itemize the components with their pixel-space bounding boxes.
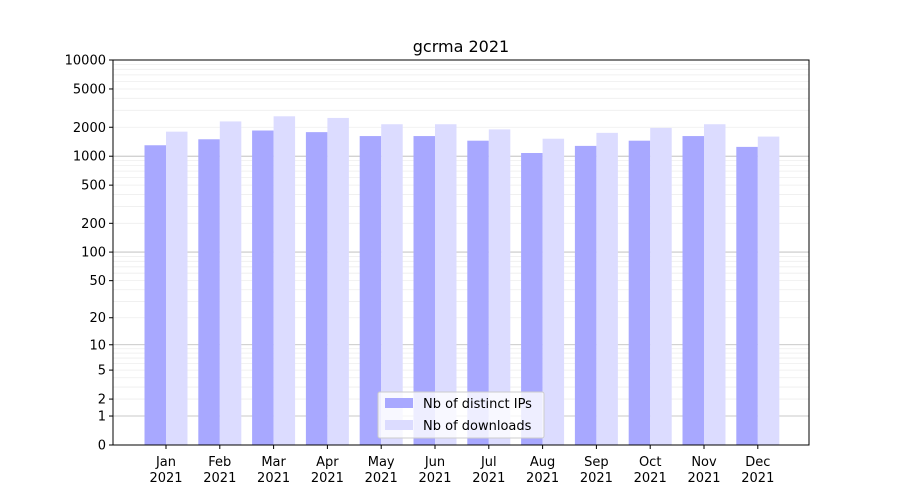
bar-distinct-ips [305, 132, 328, 445]
y-tick-label: 5000 [73, 82, 106, 97]
x-tick-label-year: 2021 [418, 471, 451, 486]
y-tick-label: 500 [81, 179, 106, 194]
x-tick-label-year: 2021 [741, 471, 774, 486]
chart-title: gcrma 2021 [413, 37, 509, 56]
y-tick-label: 10 [89, 338, 106, 353]
bar-downloads [488, 129, 511, 445]
x-tick-label-month: Jun [424, 455, 445, 470]
x-tick-label-year: 2021 [634, 471, 667, 486]
bar-distinct-ips [574, 145, 597, 445]
bar-distinct-ips [467, 140, 489, 445]
x-tick-label-month: Oct [639, 455, 661, 470]
legend: Nb of distinct IPs Nb of downloads [377, 391, 545, 439]
bar-distinct-ips [628, 140, 651, 445]
y-tick-label: 10000 [65, 54, 106, 69]
bars [144, 116, 780, 446]
y-tick-label: 0 [98, 439, 106, 454]
bar-distinct-ips [144, 145, 166, 445]
x-tick-label-year: 2021 [580, 471, 613, 486]
x-tick-label-month: Jan [155, 455, 176, 470]
x-tick-label-year: 2021 [203, 471, 236, 486]
x-tick-label-year: 2021 [472, 471, 505, 486]
bar-downloads [596, 132, 618, 445]
x-tick-label-year: 2021 [149, 471, 182, 486]
bar-distinct-ips [413, 136, 435, 445]
bar-downloads [435, 124, 457, 445]
bar-distinct-ips [521, 152, 543, 446]
bar-downloads [757, 136, 780, 445]
y-tick-label: 1000 [73, 150, 106, 165]
bar-distinct-ips [252, 130, 274, 445]
legend-label-downloads: Nb of downloads [423, 419, 532, 434]
x-tick-label-year: 2021 [526, 471, 559, 486]
x-tick-label-month: Aug [530, 455, 555, 470]
x-tick-label-month: Jul [480, 455, 497, 470]
bar-distinct-ips [682, 136, 704, 445]
bar-downloads [219, 121, 242, 445]
y-tick-label: 50 [89, 274, 106, 289]
x-tick-label-month: May [368, 455, 395, 470]
y-tick-label: 200 [81, 217, 106, 232]
legend-swatch-distinct-ips [385, 398, 413, 408]
x-tick-label-month: Apr [316, 455, 339, 470]
y-tick-label: 2 [98, 393, 106, 408]
x-tick-label-year: 2021 [311, 471, 344, 486]
y-tick-label: 100 [81, 246, 106, 261]
bar-distinct-ips [736, 146, 758, 446]
axes: 012510205010020050010002000500010000Jan2… [65, 54, 810, 486]
legend-box [377, 391, 545, 439]
x-tick-label-month: Nov [691, 455, 717, 470]
x-tick-label-month: Sep [584, 455, 609, 470]
y-tick-label: 2000 [73, 121, 106, 136]
y-tick-label: 20 [89, 311, 106, 326]
legend-swatch-downloads [385, 420, 413, 430]
bar-distinct-ips [359, 136, 382, 445]
bar-downloads [381, 124, 403, 445]
bar-downloads [166, 131, 188, 445]
bar-downloads [704, 124, 726, 445]
y-tick-label: 1 [98, 410, 106, 425]
bar-downloads [650, 127, 672, 445]
bar-downloads [542, 138, 565, 445]
legend-label-distinct-ips: Nb of distinct IPs [423, 397, 532, 412]
x-tick-label-year: 2021 [687, 471, 720, 486]
x-tick-label-year: 2021 [257, 471, 290, 486]
x-tick-label-month: Mar [261, 455, 286, 470]
y-tick-label: 5 [98, 364, 106, 379]
x-tick-label-month: Dec [745, 455, 770, 470]
bar-downloads [327, 117, 349, 445]
bar-distinct-ips [198, 139, 220, 445]
bar-downloads [273, 116, 296, 445]
x-tick-label-month: Feb [208, 455, 231, 470]
x-tick-label-year: 2021 [365, 471, 398, 486]
